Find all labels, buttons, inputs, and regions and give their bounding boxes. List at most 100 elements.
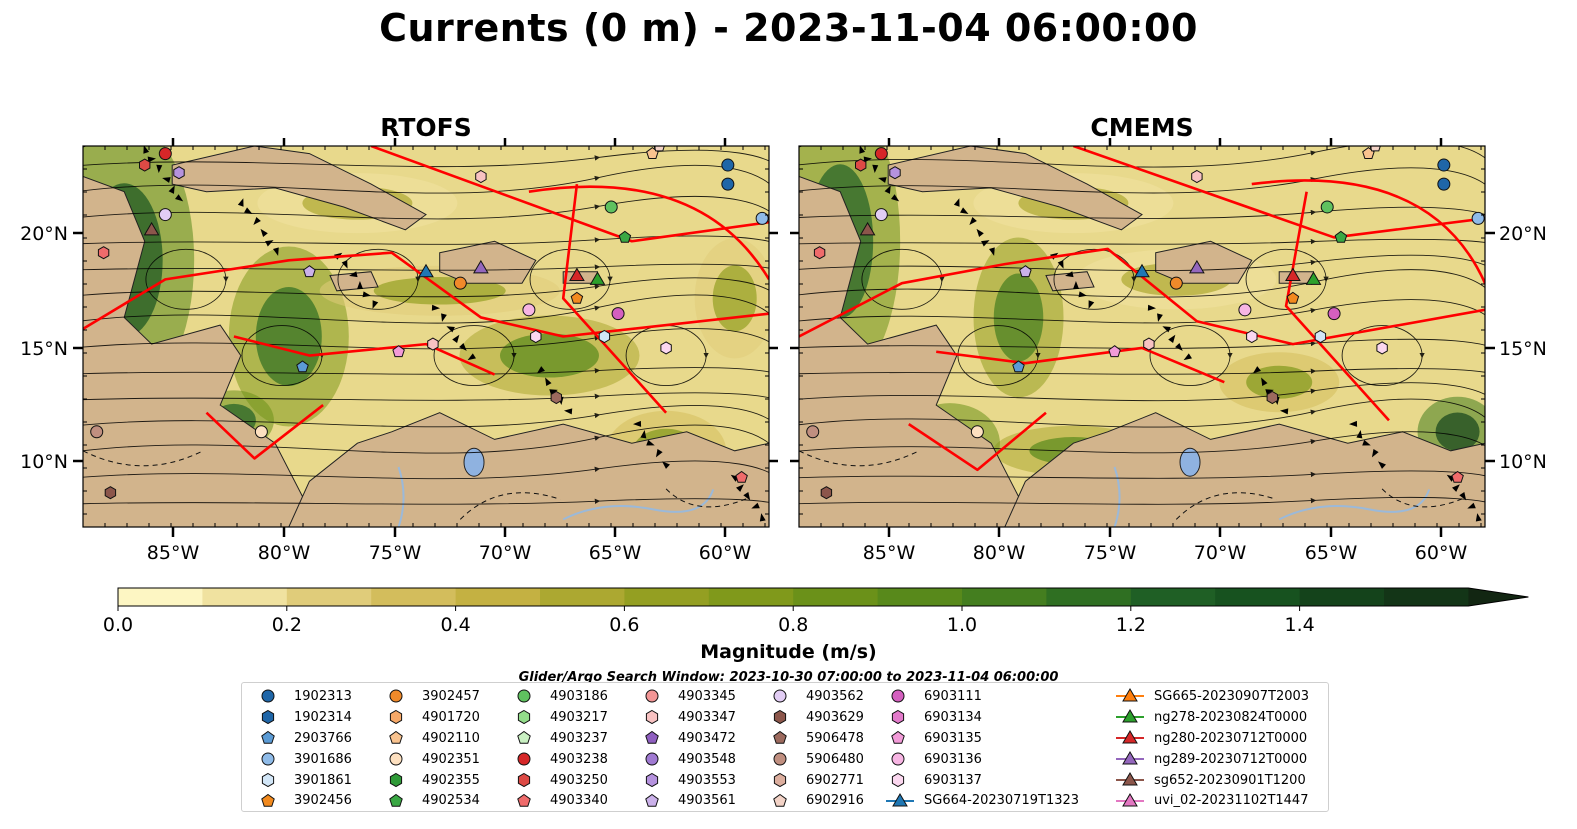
legend-marker-triangle-line-icon xyxy=(1116,730,1144,744)
x-tick-label-r: 80°W xyxy=(973,542,1026,564)
legend-item: ng280-20230712T0000 xyxy=(1116,728,1309,749)
legend-marker-hexagon-icon xyxy=(517,710,531,725)
legend-item: 1902314 xyxy=(256,707,352,728)
legend-item: 4903561 xyxy=(640,790,736,811)
x-tick-label-l: 85°W xyxy=(147,542,200,564)
y-tick-label-left: 15°N xyxy=(20,338,68,360)
legend-label: SG664-20230719T1323 xyxy=(924,793,1080,809)
x-tick-label-r: 65°W xyxy=(1305,542,1358,564)
legend-column: SG665-20230907T2003 ng278-20230824T0000 ng… xyxy=(1116,686,1309,811)
x-tick-label-l: 65°W xyxy=(589,542,642,564)
legend-column: 4903562 4903629 5906478 5906480 6902771 69029… xyxy=(768,686,864,811)
legend-item: 1902313 xyxy=(256,686,352,707)
legend-item: 4903340 xyxy=(512,790,608,811)
legend-item: 6903135 xyxy=(886,728,1079,749)
legend-label: 6903136 xyxy=(924,751,982,767)
legend-label: 6903135 xyxy=(924,730,982,746)
legend-item: sg652-20230901T1200 xyxy=(1116,770,1309,791)
legend-label: 4903250 xyxy=(550,772,608,788)
legend-item: 4903562 xyxy=(768,686,864,707)
colorbar-label: Magnitude (m/s) xyxy=(700,641,877,663)
legend-marker-hexagon-icon xyxy=(773,710,787,725)
legend-item: 3902456 xyxy=(256,790,352,811)
legend-marker-pentagon-icon xyxy=(891,731,905,745)
legend-marker-hexagon-icon xyxy=(389,710,403,725)
legend-item: 4903472 xyxy=(640,728,736,749)
legend-label: 4903553 xyxy=(678,772,736,788)
colorbar-tick-label: 1.0 xyxy=(947,614,977,636)
legend-label: 3902456 xyxy=(294,793,352,809)
legend-label: 1902314 xyxy=(294,709,352,725)
legend-label: 3901861 xyxy=(294,772,352,788)
legend-marker-pentagon-icon xyxy=(517,793,531,807)
legend-label: 3901686 xyxy=(294,751,352,767)
x-tick-label-l: 60°W xyxy=(699,542,752,564)
legend-label: 6903134 xyxy=(924,709,982,725)
legend-label: 4903472 xyxy=(678,730,736,746)
legend-item: 6902916 xyxy=(768,790,864,811)
colorbar-segment xyxy=(624,588,710,606)
legend-label: ng278-20230824T0000 xyxy=(1154,709,1308,725)
legend-label: 4903629 xyxy=(806,709,864,725)
y-tick-label-right: 10°N xyxy=(1499,451,1547,473)
legend-marker-circle-icon xyxy=(891,752,905,766)
legend-item: 5906480 xyxy=(768,749,864,770)
legend-marker-triangle-line-icon xyxy=(1116,688,1144,702)
y-tick-label-right: 15°N xyxy=(1499,338,1547,360)
colorbar-tick-label: 0.0 xyxy=(103,614,133,636)
colorbar-segment xyxy=(1384,588,1469,606)
x-tick-label-l: 70°W xyxy=(479,542,532,564)
y-tick-label-left: 10°N xyxy=(20,451,68,473)
legend-marker-hexagon-icon xyxy=(891,710,905,725)
legend-marker-hexagon-icon xyxy=(891,772,905,788)
legend-marker-pentagon-icon xyxy=(389,731,403,745)
legend-marker-pentagon-icon xyxy=(517,731,531,745)
x-tick-label-l: 80°W xyxy=(258,542,311,564)
legend-label: 4903548 xyxy=(678,751,736,767)
legend-item: 6903136 xyxy=(886,749,1079,770)
legend-item: 3902457 xyxy=(384,686,480,707)
colorbar-extend-arrow xyxy=(1468,588,1529,606)
legend-marker-hexagon-icon xyxy=(261,710,275,725)
legend-item: 6902771 xyxy=(768,770,864,791)
legend-label: 2903766 xyxy=(294,730,352,746)
legend-label: 6902916 xyxy=(806,793,864,809)
colorbar-tick-label: 0.6 xyxy=(609,614,639,636)
legend-item: uvi_02-20231102T1447 xyxy=(1116,790,1309,811)
map-panel-cmems xyxy=(798,145,1486,528)
colorbar-segment xyxy=(1130,588,1216,606)
legend-marker-pentagon-icon xyxy=(261,731,275,745)
legend-marker-hexagon-icon xyxy=(389,772,403,788)
colorbar-segment xyxy=(371,588,457,606)
legend-item: 4902351 xyxy=(384,749,480,770)
colorbar-segment xyxy=(793,588,879,606)
legend-column: 1902313 1902314 2903766 3901686 3901861 39024… xyxy=(256,686,352,811)
legend-item: 5906478 xyxy=(768,728,864,749)
legend-marker-pentagon-icon xyxy=(261,793,275,807)
colorbar-segment xyxy=(1215,588,1301,606)
legend-item: 2903766 xyxy=(256,728,352,749)
legend-item: 6903134 xyxy=(886,707,1079,728)
legend-label: 4903561 xyxy=(678,793,736,809)
legend-marker-circle-icon xyxy=(517,752,531,766)
legend-marker-triangle-line-icon xyxy=(1116,709,1144,723)
legend-label: 4903237 xyxy=(550,730,608,746)
legend-marker-triangle-line-icon xyxy=(1116,792,1144,807)
map-panel-rtofs xyxy=(82,145,770,528)
x-tick-label-r: 60°W xyxy=(1415,542,1468,564)
legend-marker-hexagon-icon xyxy=(645,772,659,788)
legend-label: 4903345 xyxy=(678,688,736,704)
colorbar: 0.0 0.2 0.4 0.6 0.8 1.0 1.2 1.4 xyxy=(103,587,1529,636)
legend-label: SG665-20230907T2003 xyxy=(1154,688,1310,704)
legend-label: 4902110 xyxy=(422,730,480,746)
legend-item: 4903237 xyxy=(512,728,608,749)
y-tick-label-right: 20°N xyxy=(1499,223,1547,245)
legend-label: 4901720 xyxy=(422,709,480,725)
colorbar-segment xyxy=(455,588,541,606)
legend-marker-pentagon-icon xyxy=(773,793,787,807)
legend-item: 4903238 xyxy=(512,749,608,770)
legend-item: 4903250 xyxy=(512,770,608,791)
legend-label: 4902351 xyxy=(422,751,480,767)
legend: 1902313 1902314 2903766 3901686 3901861 39024… xyxy=(241,682,1329,812)
